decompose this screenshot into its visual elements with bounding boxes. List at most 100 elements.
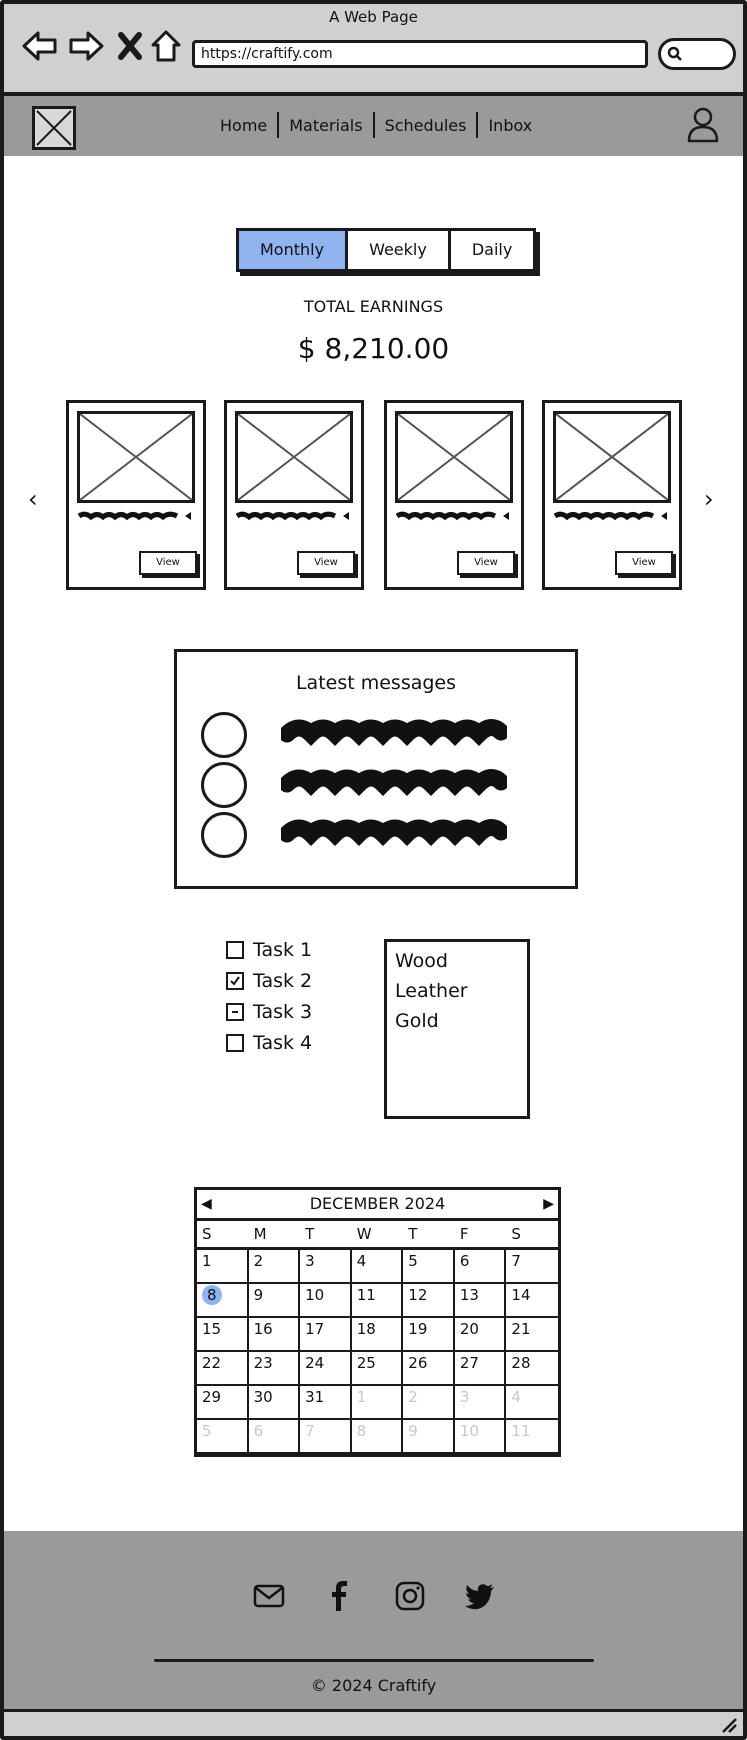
calendar-day[interactable]: 16	[248, 1318, 301, 1352]
calendar-day[interactable]: 15	[197, 1318, 249, 1352]
calendar-day[interactable]: 14	[506, 1284, 558, 1318]
calendar-day[interactable]: 24	[300, 1352, 352, 1386]
nav-inbox[interactable]: Inbox	[488, 115, 533, 135]
checkbox-indeterminate-icon	[226, 1003, 244, 1021]
mail-icon[interactable]	[252, 1579, 286, 1613]
avatar	[201, 812, 247, 858]
calendar-day[interactable]: 8	[197, 1284, 249, 1318]
calendar-day[interactable]: 30	[248, 1386, 301, 1420]
calendar-day-label: 3	[305, 1252, 315, 1270]
calendar-day[interactable]: 28	[506, 1352, 558, 1386]
calendar-day[interactable]: 17	[300, 1318, 352, 1352]
calendar-day[interactable]: 1	[197, 1250, 249, 1284]
period-monthly[interactable]: Monthly	[239, 231, 349, 269]
calendar-day-label: 1	[356, 1388, 367, 1406]
calendar-day[interactable]: 27	[454, 1352, 507, 1386]
task-label: Task 3	[253, 1001, 313, 1023]
calendar-day[interactable]: 31	[300, 1386, 352, 1420]
calendar-day[interactable]: 2	[248, 1250, 301, 1284]
calendar-day[interactable]: 26	[403, 1352, 455, 1386]
calendar-day[interactable]: 5	[197, 1420, 249, 1454]
calendar-day[interactable]: 22	[197, 1352, 249, 1386]
materials-list[interactable]: Wood Leather Gold	[384, 939, 530, 1119]
calendar-day[interactable]: 10	[300, 1284, 352, 1318]
text-scribble	[77, 511, 191, 521]
calendar-day[interactable]: 6	[454, 1250, 507, 1284]
calendar-day[interactable]: 9	[248, 1284, 301, 1318]
logo[interactable]	[32, 106, 76, 150]
twitter-icon[interactable]	[463, 1579, 497, 1613]
calendar-day-label: 27	[459, 1354, 479, 1372]
calendar-day-label: 10	[305, 1286, 325, 1304]
text-scribble	[395, 511, 509, 521]
task-label: Task 2	[253, 970, 313, 992]
facebook-icon[interactable]	[322, 1579, 356, 1613]
calendar-day[interactable]: 20	[454, 1318, 507, 1352]
message-item[interactable]	[201, 812, 521, 858]
calendar-day[interactable]: 29	[197, 1386, 249, 1420]
nav-schedules[interactable]: Schedules	[384, 115, 467, 135]
carousel-prev-icon[interactable]: ‹	[28, 485, 38, 513]
view-button[interactable]: View	[615, 551, 673, 575]
view-button[interactable]: View	[457, 551, 515, 575]
nav-home[interactable]: Home	[220, 115, 268, 135]
calendar-day[interactable]: 23	[248, 1352, 301, 1386]
calendar-day[interactable]: 10	[454, 1420, 507, 1454]
url-bar[interactable]: https://craftify.com	[192, 40, 648, 68]
calendar-next-icon[interactable]: ▶	[543, 1196, 554, 1212]
calendar-day[interactable]: 12	[403, 1284, 455, 1318]
calendar-day[interactable]: 8	[351, 1420, 404, 1454]
calendar-day[interactable]: 6	[248, 1420, 301, 1454]
back-icon[interactable]	[20, 26, 60, 66]
list-item[interactable]: Wood	[395, 950, 448, 972]
calendar-day[interactable]: 18	[351, 1318, 404, 1352]
view-button[interactable]: View	[297, 551, 355, 575]
browser-chrome: A Web Page https://craftify.com	[4, 4, 743, 96]
calendar-day[interactable]: 25	[351, 1352, 404, 1386]
forward-icon[interactable]	[66, 26, 106, 66]
view-button[interactable]: View	[139, 551, 197, 575]
messages-title: Latest messages	[295, 672, 457, 694]
resize-grip-icon[interactable]	[721, 1717, 737, 1733]
home-icon[interactable]	[146, 26, 186, 66]
message-item[interactable]	[201, 712, 521, 758]
calendar-day[interactable]: 1	[351, 1386, 404, 1420]
calendar-day-label: 29	[202, 1388, 222, 1406]
calendar-day[interactable]: 2	[403, 1386, 455, 1420]
list-item[interactable]: Leather	[395, 980, 468, 1002]
calendar-day[interactable]: 13	[454, 1284, 507, 1318]
carousel-next-icon[interactable]: ›	[704, 485, 714, 513]
calendar-day-label: 31	[305, 1388, 325, 1406]
period-weekly[interactable]: Weekly	[348, 231, 451, 269]
calendar-day-label: 9	[253, 1286, 264, 1304]
calendar-day-label: 6	[253, 1422, 264, 1440]
calendar-day[interactable]: 4	[351, 1250, 404, 1284]
nav-divider	[372, 112, 375, 138]
calendar-day[interactable]: 9	[403, 1420, 455, 1454]
calendar-prev-icon[interactable]: ◀	[201, 1196, 212, 1212]
browser-search-field[interactable]	[658, 38, 736, 70]
calendar-day[interactable]: 21	[506, 1318, 558, 1352]
calendar-day[interactable]: 11	[506, 1420, 558, 1454]
nav-materials[interactable]: Materials	[289, 115, 363, 135]
checkbox-checked-icon	[226, 972, 244, 990]
user-icon[interactable]	[686, 106, 720, 144]
message-item[interactable]	[201, 762, 521, 808]
task-checkbox[interactable]: Task 1	[226, 939, 312, 961]
calendar-day[interactable]: 7	[506, 1250, 558, 1284]
calendar-day[interactable]: 3	[300, 1250, 352, 1284]
calendar-day[interactable]: 19	[403, 1318, 455, 1352]
calendar-day[interactable]: 3	[454, 1386, 507, 1420]
period-daily[interactable]: Daily	[471, 240, 513, 259]
task-checkbox[interactable]: Task 3	[226, 1001, 312, 1023]
calendar-day[interactable]: 4	[506, 1386, 558, 1420]
stop-icon[interactable]	[110, 26, 150, 66]
calendar-day[interactable]: 11	[351, 1284, 404, 1318]
task-checkbox[interactable]: Task 4	[226, 1032, 312, 1054]
list-item[interactable]: Gold	[395, 1010, 439, 1032]
instagram-icon[interactable]	[393, 1579, 427, 1613]
calendar-day[interactable]: 7	[300, 1420, 352, 1454]
task-checkbox[interactable]: Task 2	[226, 970, 312, 992]
calendar-day[interactable]: 5	[403, 1250, 455, 1284]
